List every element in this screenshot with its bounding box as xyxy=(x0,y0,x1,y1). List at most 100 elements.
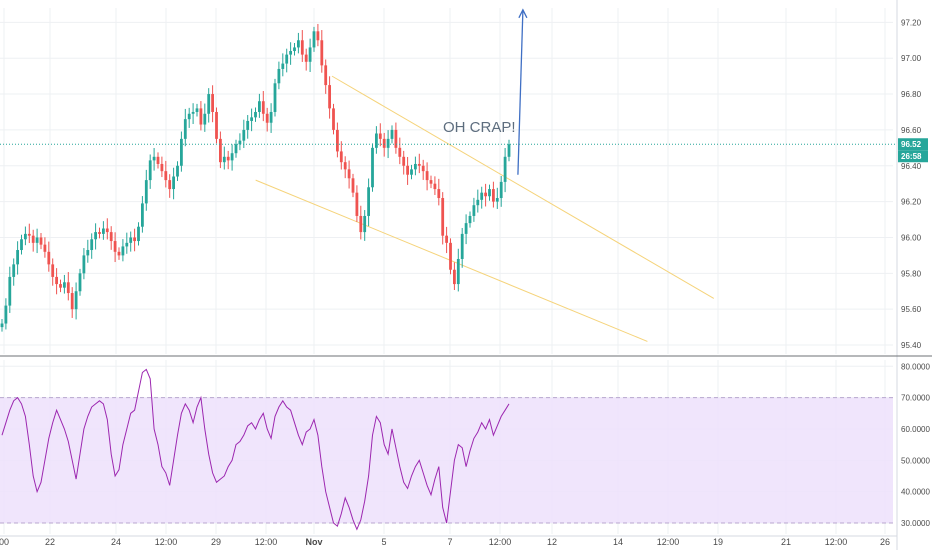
candle-body xyxy=(31,235,35,243)
price-tick-label: 96.80 xyxy=(901,90,922,99)
candle-body xyxy=(98,232,101,234)
candle-body xyxy=(484,192,487,197)
candle-body xyxy=(308,47,312,62)
candle-body xyxy=(238,140,242,145)
candle-body xyxy=(242,129,246,141)
x-tick-label: 5 xyxy=(381,537,386,547)
candle-body xyxy=(285,54,289,64)
price-tick-label: 95.40 xyxy=(901,341,922,350)
candle-body xyxy=(129,237,133,243)
candle-body xyxy=(273,83,277,112)
candle-body xyxy=(156,156,160,164)
price-tick-label: 96.00 xyxy=(901,233,922,242)
candle-body xyxy=(300,40,304,55)
x-tick-label: 26 xyxy=(880,537,890,547)
candle-body xyxy=(226,156,230,161)
candle-body xyxy=(183,119,187,139)
candle-body xyxy=(336,129,339,152)
annotation-label: OH CRAP! xyxy=(443,119,516,136)
candle-body xyxy=(394,129,398,148)
candle-body xyxy=(460,233,464,259)
last-price-box xyxy=(898,138,928,151)
candle-body xyxy=(429,180,433,184)
candle-body xyxy=(35,237,39,243)
candle-body xyxy=(246,120,250,130)
candle-body xyxy=(43,244,47,252)
rsi-tick-label: 40.0000 xyxy=(901,488,930,497)
candle-body xyxy=(347,169,351,179)
candle-body xyxy=(105,228,109,233)
candle-body xyxy=(207,94,211,114)
annotations: 96.52 26:58 xyxy=(0,8,928,175)
x-tick-label: 19 xyxy=(713,537,723,547)
candle-body xyxy=(402,156,406,166)
countdown-label: 26:58 xyxy=(901,152,922,161)
candle-body xyxy=(176,165,179,177)
candle-body xyxy=(82,255,86,274)
candle-body xyxy=(468,215,472,224)
x-tick-label: 12 xyxy=(547,537,557,547)
candle-body xyxy=(464,223,468,234)
candle-body xyxy=(180,138,183,166)
candle-body xyxy=(316,31,320,41)
rsi-tick-label: 30.0000 xyxy=(901,519,930,528)
candle-body xyxy=(355,192,359,216)
candle-body xyxy=(211,94,214,112)
candle-body xyxy=(281,63,285,69)
candle-body xyxy=(148,160,152,181)
candle-body xyxy=(414,163,417,170)
breakout-arrow-shaft xyxy=(517,9,524,175)
candle-body xyxy=(378,133,382,139)
rsi-band xyxy=(0,397,893,524)
candle-body xyxy=(265,113,269,123)
candle-body xyxy=(371,147,374,188)
candle-body xyxy=(168,180,172,190)
candle-body xyxy=(16,250,19,265)
candle-body xyxy=(269,111,273,123)
candle-body xyxy=(199,108,203,125)
x-tick-label: 21 xyxy=(781,537,791,547)
rsi-tick-label: 60.0000 xyxy=(901,425,930,434)
candle-body xyxy=(191,111,195,114)
x-tick-label: 14 xyxy=(613,537,623,547)
candle-body xyxy=(480,192,484,200)
candle-body xyxy=(70,293,74,310)
candle-body xyxy=(386,138,390,148)
rsi-tick-label: 70.0000 xyxy=(901,394,930,403)
candle-body xyxy=(230,153,234,161)
rsi-tick-label: 80.0000 xyxy=(901,362,930,371)
candle-body xyxy=(320,40,324,66)
rsi-band-fill xyxy=(0,397,893,524)
candle-body xyxy=(187,113,191,120)
candle-body xyxy=(133,237,136,242)
x-tick-label: 12:00 xyxy=(825,537,848,547)
candle-body xyxy=(398,147,402,157)
candle-body xyxy=(258,101,261,112)
candle-body xyxy=(495,198,499,202)
candle-body xyxy=(90,239,94,251)
candle-body xyxy=(117,251,121,256)
price-tick-label: 95.60 xyxy=(901,305,922,314)
candle-body xyxy=(164,171,168,181)
candle-body xyxy=(445,235,448,243)
candle-body xyxy=(4,305,8,324)
candle-body xyxy=(324,65,328,86)
candle-body xyxy=(66,282,70,294)
candle-body xyxy=(261,101,265,114)
price-tick-label: 96.40 xyxy=(901,162,922,171)
candle-body xyxy=(8,276,12,306)
x-tick-label: Nov xyxy=(305,537,322,547)
candle-body xyxy=(0,323,4,328)
rsi-line xyxy=(1,368,510,531)
candle-body xyxy=(113,241,117,252)
candle-body xyxy=(390,129,394,139)
channel-lines xyxy=(255,75,715,342)
candle-body xyxy=(55,276,58,285)
candle-body xyxy=(476,199,480,206)
candle-body xyxy=(195,108,199,112)
channel-upper-line xyxy=(331,75,715,299)
candle-body xyxy=(421,165,425,172)
candle-body xyxy=(359,215,363,233)
